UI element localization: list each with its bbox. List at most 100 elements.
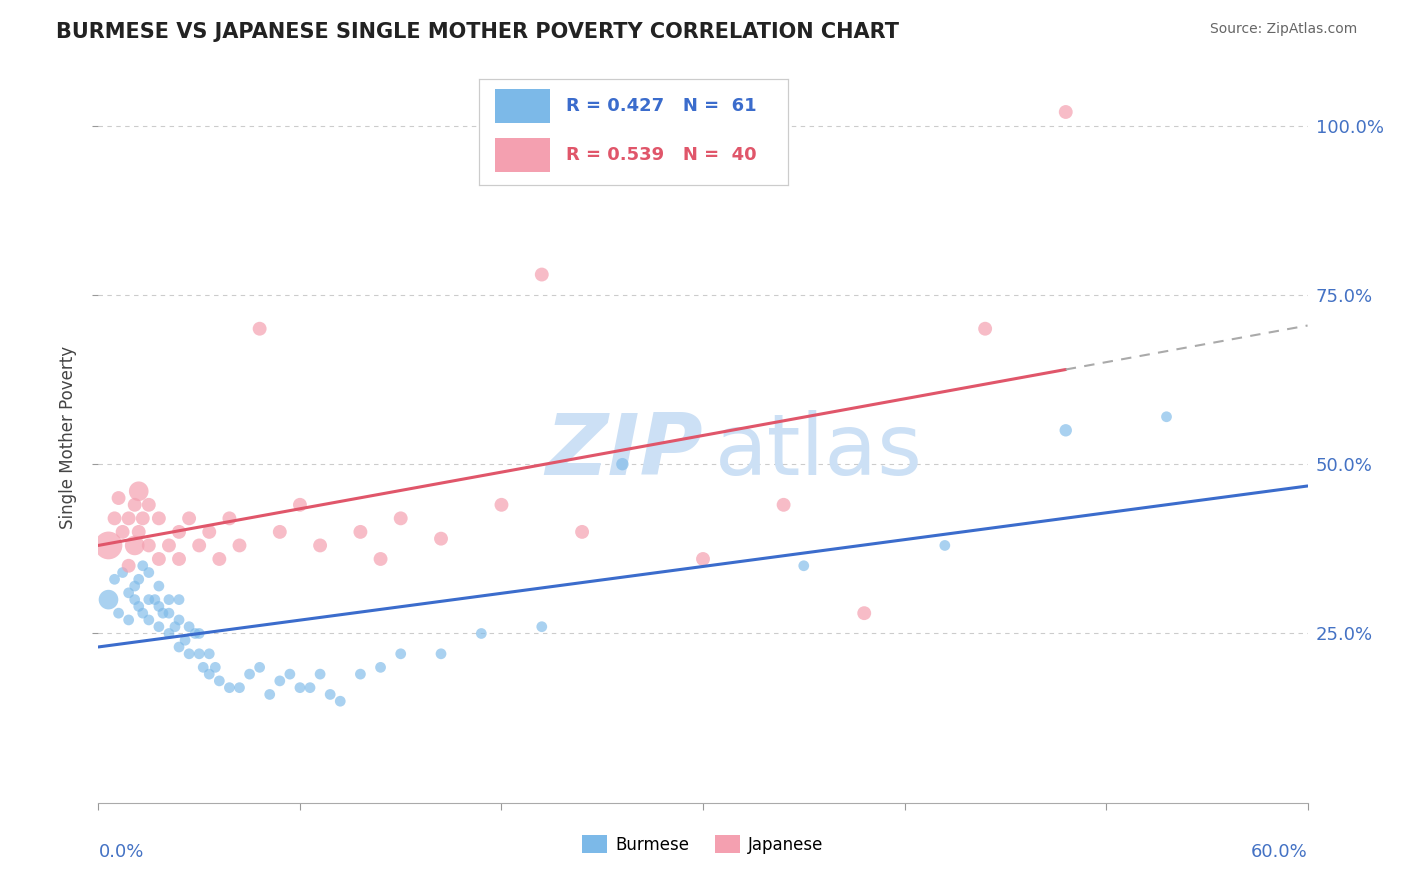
Point xyxy=(228,538,250,552)
Point xyxy=(111,566,134,580)
Point xyxy=(167,524,190,539)
Point xyxy=(228,681,250,695)
Point xyxy=(571,524,593,539)
Point xyxy=(157,538,180,552)
Point xyxy=(128,572,150,586)
Text: Source: ZipAtlas.com: Source: ZipAtlas.com xyxy=(1209,22,1357,37)
Point xyxy=(148,620,170,634)
Point xyxy=(118,613,141,627)
Point xyxy=(1054,423,1077,437)
Point xyxy=(319,688,342,702)
Point xyxy=(143,592,166,607)
Point xyxy=(198,667,221,681)
Point xyxy=(107,491,129,505)
Y-axis label: Single Mother Poverty: Single Mother Poverty xyxy=(59,345,77,529)
Point xyxy=(148,599,170,614)
Point xyxy=(612,457,634,471)
Point xyxy=(218,681,240,695)
Point xyxy=(218,511,240,525)
Point xyxy=(1156,409,1178,424)
Point xyxy=(118,511,141,525)
Point xyxy=(157,606,180,620)
Point xyxy=(138,538,160,552)
Point xyxy=(249,660,271,674)
Point xyxy=(188,647,211,661)
Point xyxy=(430,647,453,661)
Point xyxy=(124,592,146,607)
Point xyxy=(148,579,170,593)
Point xyxy=(107,606,129,620)
Point xyxy=(288,498,311,512)
Point xyxy=(103,572,125,586)
Point xyxy=(793,558,815,573)
Point xyxy=(239,667,262,681)
Point xyxy=(692,552,714,566)
Text: ZIP: ZIP xyxy=(546,410,703,493)
Point xyxy=(138,592,160,607)
Point xyxy=(491,498,513,512)
Point xyxy=(389,647,412,661)
Point xyxy=(132,558,155,573)
Point xyxy=(208,552,231,566)
Legend: Burmese, Japanese: Burmese, Japanese xyxy=(576,829,830,860)
Text: BURMESE VS JAPANESE SINGLE MOTHER POVERTY CORRELATION CHART: BURMESE VS JAPANESE SINGLE MOTHER POVERT… xyxy=(56,22,900,42)
Point xyxy=(118,558,141,573)
Point xyxy=(204,660,226,674)
Point xyxy=(167,613,190,627)
Point xyxy=(370,552,392,566)
Point xyxy=(124,538,146,552)
Point xyxy=(370,660,392,674)
Point xyxy=(157,592,180,607)
Point xyxy=(132,511,155,525)
Point xyxy=(111,524,134,539)
Point xyxy=(179,511,201,525)
Point xyxy=(530,268,553,282)
Point xyxy=(934,538,956,552)
Point xyxy=(269,673,291,688)
Point xyxy=(97,538,120,552)
Point xyxy=(349,667,371,681)
Point xyxy=(188,626,211,640)
Point xyxy=(193,660,215,674)
Point xyxy=(530,620,553,634)
Point xyxy=(138,613,160,627)
Point xyxy=(470,626,492,640)
Point xyxy=(163,620,186,634)
Point xyxy=(128,599,150,614)
Point xyxy=(179,647,201,661)
Point xyxy=(208,673,231,688)
Point xyxy=(167,552,190,566)
Point xyxy=(179,620,201,634)
Point xyxy=(309,538,332,552)
Point xyxy=(269,524,291,539)
Point xyxy=(349,524,371,539)
Point xyxy=(174,633,197,648)
Text: 0.0%: 0.0% xyxy=(98,843,143,861)
Point xyxy=(198,524,221,539)
Point xyxy=(853,606,876,620)
Point xyxy=(772,498,794,512)
Point xyxy=(278,667,301,681)
Point xyxy=(184,626,207,640)
Point xyxy=(974,322,997,336)
Text: atlas: atlas xyxy=(716,410,924,493)
Point xyxy=(288,681,311,695)
Point xyxy=(198,647,221,661)
Point xyxy=(329,694,352,708)
Point xyxy=(148,511,170,525)
Point xyxy=(249,322,271,336)
Point xyxy=(389,511,412,525)
Point xyxy=(138,566,160,580)
Point xyxy=(132,606,155,620)
Point xyxy=(167,640,190,654)
Point xyxy=(309,667,332,681)
Point xyxy=(152,606,174,620)
Point xyxy=(97,592,120,607)
Point xyxy=(148,552,170,566)
Point xyxy=(259,688,281,702)
Point xyxy=(167,592,190,607)
Text: 60.0%: 60.0% xyxy=(1251,843,1308,861)
Point xyxy=(103,511,125,525)
Point xyxy=(1054,105,1077,120)
Point xyxy=(138,498,160,512)
